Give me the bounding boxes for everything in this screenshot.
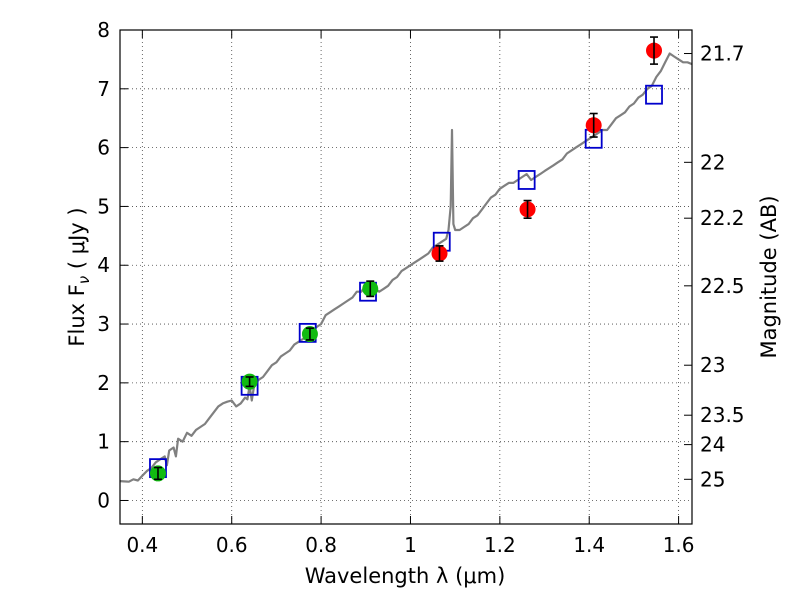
- y-tick-label: 3: [97, 312, 110, 336]
- x-tick-label: 1.2: [484, 533, 516, 557]
- right-tick-label: 22.2: [700, 206, 745, 230]
- y-tick-label: 5: [97, 194, 110, 218]
- x-tick-label: 1.4: [573, 533, 605, 557]
- y-tick-label: 2: [97, 371, 110, 395]
- y-tick-label: 8: [97, 18, 110, 42]
- right-tick-label: 22.5: [700, 274, 745, 298]
- y-axis-label: Flux Fν ( μJy ): [65, 207, 93, 346]
- y-tick-label: 0: [97, 488, 110, 512]
- x-axis-label: Wavelength λ (μm): [305, 564, 506, 588]
- grid-lines: [120, 29, 692, 524]
- right-tick-label: 22: [700, 150, 725, 174]
- y-tick-label: 4: [97, 253, 110, 277]
- y-tick-label: 7: [97, 77, 110, 101]
- spectrum-series: [119, 52, 693, 483]
- spectrum-line: [119, 52, 693, 483]
- right-tick-label: 23: [700, 353, 725, 377]
- right-tick-label: 23.5: [700, 403, 745, 427]
- right-tick-label: 21.7: [700, 42, 745, 66]
- right-axis-label: Magnitude (AB): [757, 195, 781, 358]
- x-tick-label: 1: [404, 533, 417, 557]
- right-tick-label: 25: [700, 467, 725, 491]
- x-tick-label: 0.6: [216, 533, 248, 557]
- y-tick-label: 6: [97, 136, 110, 160]
- model-band-series: [149, 84, 663, 479]
- plot-frame: [119, 29, 693, 525]
- x-tick-label: 0.4: [126, 533, 158, 557]
- y-tick-label: 1: [97, 430, 110, 454]
- right-magnitude-axis: 21.7 22 22.2 22.5 23 23.5 24 25: [684, 42, 745, 491]
- x-tick-label: 0.8: [305, 533, 337, 557]
- model-band-point: [517, 170, 536, 190]
- x-tick-label: 1.6: [663, 533, 695, 557]
- right-tick-label: 24: [700, 433, 725, 457]
- x-axis: 0.4 0.6 0.8 1 1.2 1.4 1.6: [126, 30, 695, 557]
- model-band-point: [645, 84, 663, 105]
- observed-series: [149, 36, 663, 482]
- y-axis: 0 1 2 3 4 5 6 7 8: [97, 18, 128, 512]
